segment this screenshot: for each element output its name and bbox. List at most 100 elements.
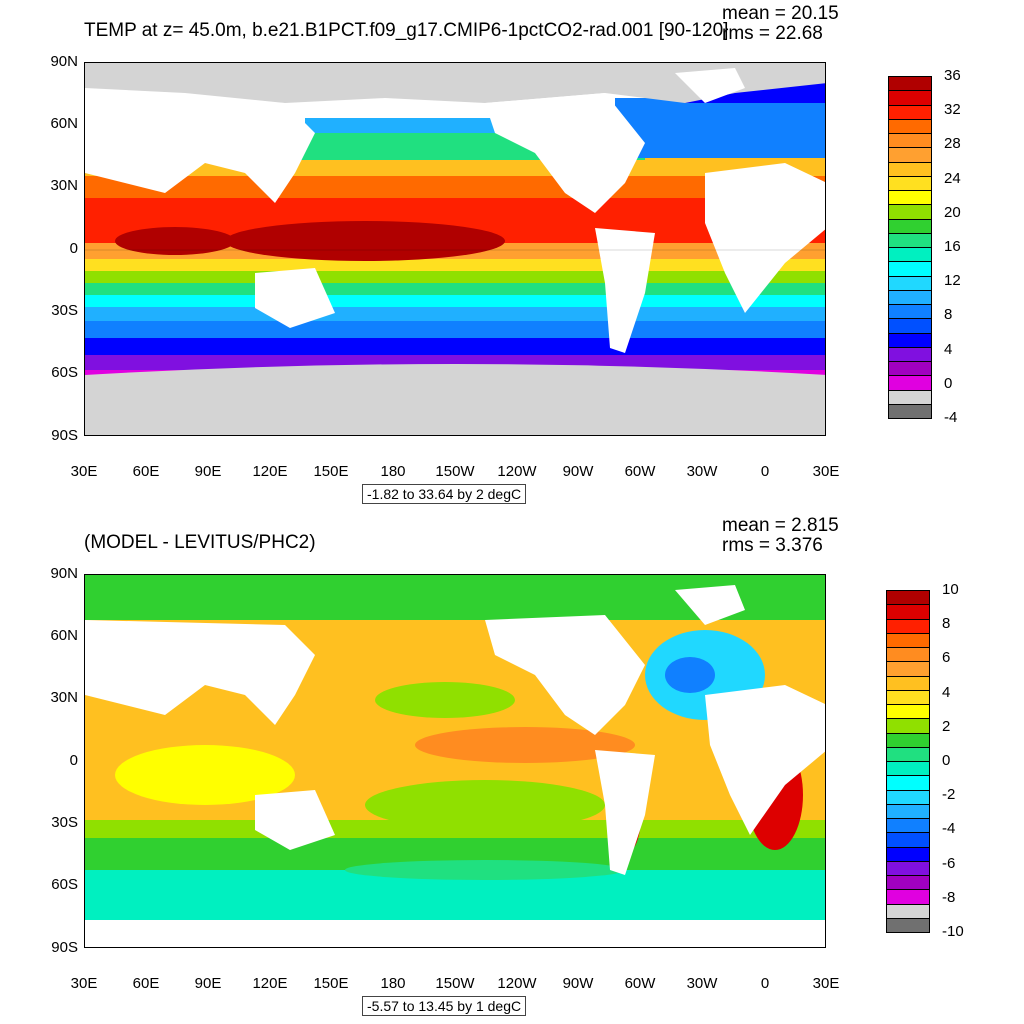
- bottom-colorbar-box: [886, 689, 930, 705]
- top-colorbar-label: 8: [944, 306, 953, 324]
- top-lat-60n: 60N: [50, 115, 78, 132]
- top-colorbar-box: [888, 133, 932, 149]
- bottom-lat-0: 0: [69, 752, 78, 769]
- top-antarctic-shelf: [85, 364, 825, 393]
- top-lon-90e: 90E: [194, 463, 222, 480]
- top-lon-30e: 30E: [70, 463, 98, 480]
- bottom-colorbar-label: 6: [942, 649, 951, 667]
- top-colorbar-label: 12: [944, 272, 961, 290]
- top-lon-0: 0: [760, 463, 770, 480]
- bottom-colorbar-box: [886, 903, 930, 919]
- top-arctic-ice: [85, 63, 825, 103]
- top-colorbar-label: 24: [944, 169, 961, 187]
- top-panel: TEMP at z= 45.0m, b.e21.B1PCT.f09_g17.CM…: [50, 3, 961, 504]
- bottom-acc: [345, 860, 625, 880]
- top-colorbar-label: 28: [944, 135, 961, 153]
- bottom-colorbar-box: [886, 860, 930, 876]
- top-lon-30e-end: 30E: [812, 463, 840, 480]
- top-band-sky: [85, 305, 825, 321]
- bottom-north-america: [485, 615, 645, 735]
- bottom-spac-green: [365, 780, 605, 830]
- top-colorbar-box: [888, 304, 932, 320]
- bottom-colorbar-label: 4: [942, 683, 951, 701]
- top-colorbar-box: [888, 118, 932, 134]
- top-colorbar: 36 32 28 24 20 16 12 8 4 0 -4: [888, 67, 961, 426]
- top-colorbar-label: 4: [944, 340, 953, 358]
- bottom-colorbar-label: -4: [942, 820, 956, 838]
- bottom-colorbar-box: [886, 761, 930, 777]
- bottom-colorbar-label: 10: [942, 581, 959, 598]
- bottom-mean: mean = 2.815: [722, 515, 839, 536]
- top-colorbar-label: 16: [944, 238, 961, 255]
- top-colorbar-label: 0: [944, 374, 953, 392]
- bottom-colorbar-box: [886, 661, 930, 677]
- top-colorbar-box: [888, 76, 932, 92]
- top-lat-90n: 90N: [50, 53, 78, 70]
- top-colorbar-box: [888, 318, 932, 334]
- bottom-colorbar-box: [886, 632, 930, 648]
- top-lon-60w: 60W: [624, 463, 656, 480]
- top-lon-120e: 120E: [252, 463, 288, 480]
- bottom-map-frame: [84, 574, 826, 948]
- bottom-lon-0: 0: [760, 975, 770, 992]
- top-colorbar-label: 32: [944, 101, 961, 119]
- bottom-natl-blue: [665, 657, 715, 693]
- top-band-natl-blue: [615, 98, 825, 158]
- bottom-australia: [255, 790, 335, 850]
- top-colorbar-box: [888, 190, 932, 206]
- bottom-colorbar-box: [886, 818, 930, 834]
- bottom-eq-orange: [415, 727, 635, 763]
- bottom-colorbar: 10 8 6 4 2 0 -2 -4 -6 -8 -10: [886, 581, 964, 940]
- bottom-colorbar-label: 2: [942, 717, 951, 735]
- top-band-lightblue: [85, 318, 825, 338]
- bottom-map: [85, 575, 825, 947]
- top-colorbar-box: [888, 147, 932, 163]
- top-rms: rms = 22.68: [722, 23, 823, 44]
- bottom-rms: rms = 3.376: [722, 535, 823, 556]
- top-colorbar-label: 36: [944, 67, 961, 84]
- bottom-lon-120e: 120E: [252, 975, 288, 992]
- bottom-colorbar-label: 0: [942, 752, 951, 769]
- bottom-greenland: [675, 585, 745, 625]
- bottom-lon-120w: 120W: [497, 975, 537, 992]
- bottom-lon-60e: 60E: [132, 975, 160, 992]
- top-eurasia: [85, 93, 315, 203]
- top-colorbar-box: [888, 104, 932, 120]
- top-colorbar-box: [888, 275, 932, 291]
- top-indian-warm: [115, 227, 235, 255]
- top-lat-30s: 30S: [51, 302, 78, 319]
- top-lon-180: 180: [380, 463, 406, 480]
- top-colorbar-box: [888, 90, 932, 106]
- top-colorbar-box: [888, 175, 932, 191]
- top-mean: mean = 20.15: [722, 3, 839, 24]
- top-colorbar-box: [888, 161, 932, 177]
- bottom-colorbar-label: 8: [942, 615, 951, 633]
- top-lat-90s: 90S: [51, 427, 78, 444]
- bottom-colorbar-box: [886, 647, 930, 663]
- bottom-lon-60w: 60W: [624, 975, 656, 992]
- bottom-colorbar-box: [886, 732, 930, 748]
- top-range-box: -1.82 to 33.64 by 2 degC: [362, 484, 527, 504]
- top-north-america: [485, 93, 645, 213]
- top-title: TEMP at z= 45.0m, b.e21.B1PCT.f09_g17.CM…: [84, 20, 729, 41]
- top-lon-90w: 90W: [562, 463, 594, 480]
- bottom-south-america: [595, 750, 655, 875]
- bottom-antarctica: [85, 920, 825, 947]
- bottom-colorbar-box: [886, 789, 930, 805]
- bottom-title: (MODEL - LEVITUS/PHC2): [84, 532, 316, 553]
- bottom-colorbar-box: [886, 590, 930, 606]
- top-lon-150e: 150E: [313, 463, 349, 480]
- top-map: [85, 63, 825, 435]
- bottom-lon-90e: 90E: [194, 975, 222, 992]
- top-lat-30n: 30N: [50, 177, 78, 194]
- bottom-colorbar-box: [886, 675, 930, 691]
- top-south-america: [595, 228, 655, 353]
- bottom-lon-30w: 30W: [686, 975, 718, 992]
- top-colorbar-box: [888, 403, 932, 419]
- bottom-lat-60s: 60S: [51, 876, 78, 893]
- bottom-eurasia: [85, 620, 315, 725]
- top-greenland: [675, 68, 745, 103]
- bottom-lat-90n: 90N: [50, 565, 78, 582]
- top-colorbar-box: [888, 289, 932, 305]
- bottom-colorbar-box: [886, 875, 930, 891]
